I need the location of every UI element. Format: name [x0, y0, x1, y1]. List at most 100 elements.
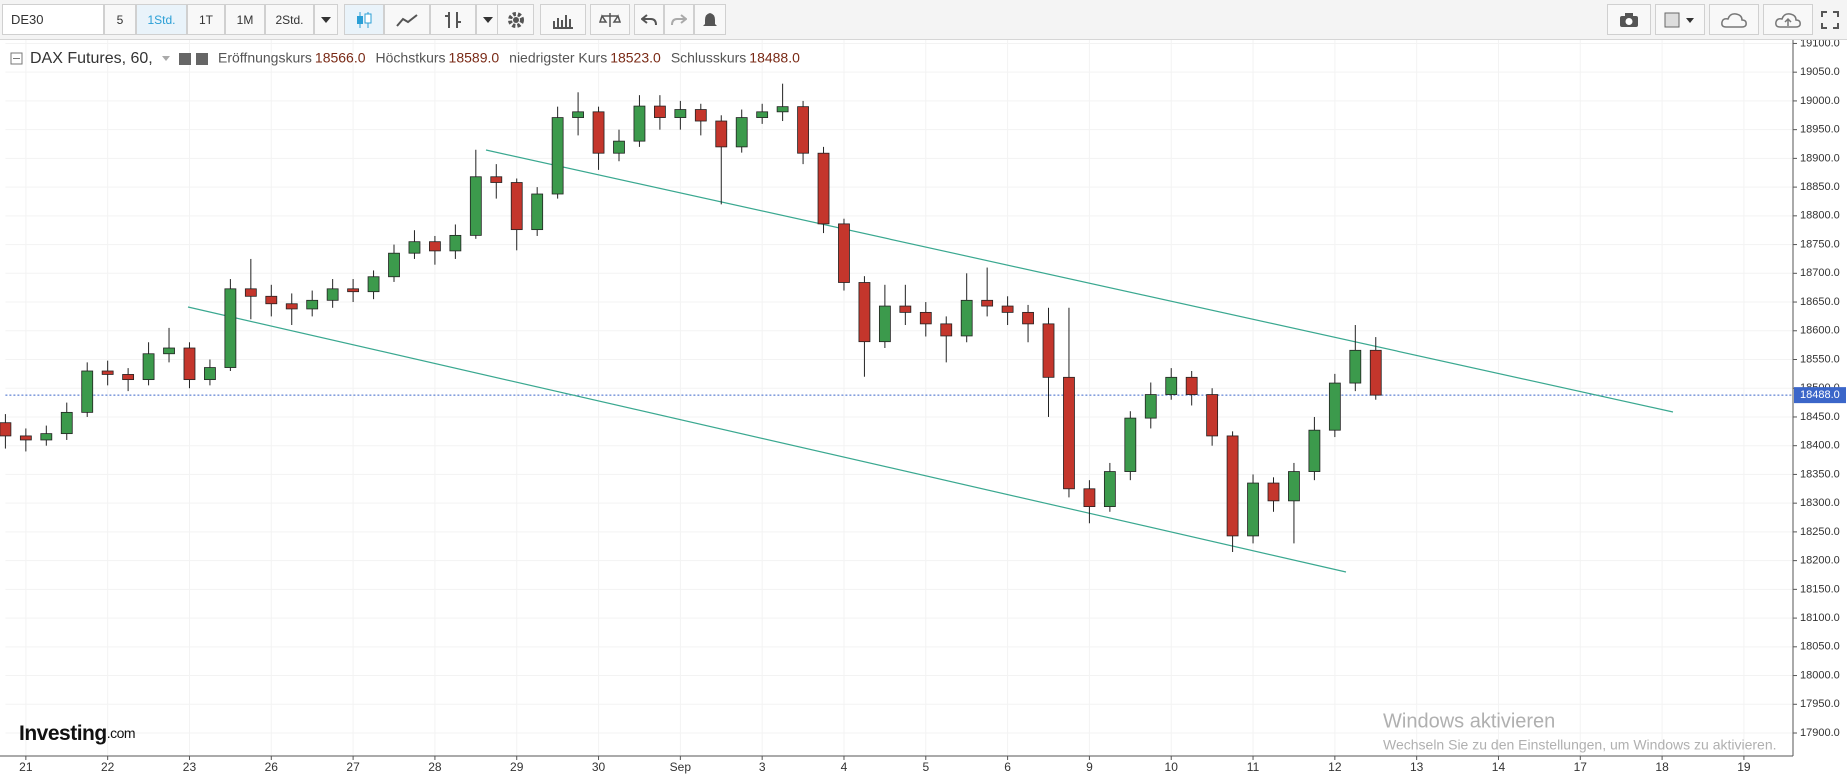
- x-tick-label: 22: [101, 760, 115, 774]
- x-tick-label: 4: [841, 760, 848, 774]
- candle-icon: [357, 11, 372, 28]
- candle-body: [40, 433, 53, 441]
- eye-icon[interactable]: [179, 53, 191, 65]
- interval-button[interactable]: 5: [104, 4, 136, 35]
- grid: [5, 40, 1793, 756]
- candle-body: [60, 411, 73, 435]
- x-tick-label: 5: [922, 760, 929, 774]
- candle-body: [367, 276, 380, 293]
- legend-field-label: Höchstkurs: [376, 50, 446, 66]
- x-tick-label: 17: [1574, 760, 1588, 774]
- chart: DAX Futures, 60, Eröffnungskurs 18566.0 Hö…: [0, 40, 1847, 776]
- screenshot-button[interactable]: [1607, 4, 1651, 35]
- x-tick-label: 3: [759, 760, 766, 774]
- candle-body: [285, 303, 298, 310]
- caret-icon: [483, 16, 493, 23]
- y-tick-label: 18100.0: [1800, 612, 1840, 624]
- alert-button[interactable]: [694, 4, 726, 35]
- candle-body: [101, 370, 114, 375]
- brand-name: Investing: [19, 722, 107, 745]
- candle-body: [490, 176, 503, 183]
- y-tick-label: 18600.0: [1800, 325, 1840, 337]
- line-type-button[interactable]: [384, 4, 430, 35]
- y-tick-label: 17950.0: [1800, 698, 1840, 710]
- windows-notice-text: Wechseln Sie zu den Einstellungen, um Wi…: [1383, 737, 1777, 753]
- candle-body: [449, 234, 462, 252]
- candle-body: [694, 109, 707, 122]
- x-tick-label: 10: [1165, 760, 1179, 774]
- studies-button[interactable]: [540, 4, 586, 35]
- trend-line: [485, 149, 1674, 413]
- indicator-icon: [445, 11, 461, 28]
- instrument-caret[interactable]: [162, 56, 170, 61]
- layout-button[interactable]: [1655, 4, 1705, 35]
- redo-button[interactable]: [664, 4, 694, 35]
- candle-body: [224, 288, 237, 368]
- candle-body: [572, 111, 584, 118]
- candle-body: [429, 241, 441, 252]
- cloud-upload-button[interactable]: [1763, 4, 1813, 35]
- candle-body: [1369, 349, 1382, 396]
- settings-icon[interactable]: [196, 53, 208, 65]
- x-tick-label: 26: [265, 760, 279, 774]
- candle-body: [551, 117, 564, 195]
- interval-button[interactable]: 1T: [187, 4, 225, 35]
- x-tick-label: 30: [592, 760, 606, 774]
- y-tick-label: 18150.0: [1800, 583, 1840, 595]
- candle-body: [1042, 323, 1055, 378]
- y-tick-label: 18000.0: [1800, 669, 1840, 681]
- compare-button[interactable]: [590, 4, 630, 35]
- brand-suffix: .com: [107, 725, 135, 741]
- candle-body: [388, 252, 400, 278]
- candle-body: [1083, 488, 1096, 508]
- x-tick-label: Sep: [670, 760, 692, 774]
- undo-button[interactable]: [634, 4, 664, 35]
- legend-field-value: 18523.0: [610, 50, 661, 66]
- camera-icon: [1620, 12, 1638, 27]
- candle-body: [1247, 482, 1259, 537]
- cloud-download-button[interactable]: [1709, 4, 1759, 35]
- indicator-button[interactable]: [430, 4, 476, 35]
- candle-body: [326, 288, 339, 301]
- y-tick-label: 18250.0: [1800, 526, 1840, 538]
- candle-body: [981, 299, 994, 307]
- candle-body: [1328, 382, 1341, 431]
- legend-field-value: 18566.0: [315, 50, 366, 66]
- candle-body: [899, 305, 912, 313]
- candle-body: [1267, 482, 1280, 502]
- candle-body: [408, 241, 421, 254]
- fullscreen-icon: [1821, 10, 1839, 29]
- y-tick-label: 18950.0: [1800, 124, 1840, 136]
- candle-body: [0, 422, 12, 437]
- candle-type-button[interactable]: [344, 4, 384, 35]
- y-tick-label: 18750.0: [1800, 238, 1840, 250]
- candle-body: [347, 288, 360, 293]
- interval-button[interactable]: 1M: [225, 4, 265, 35]
- y-tick-label: 18350.0: [1800, 468, 1840, 480]
- dropdown-button[interactable]: [314, 4, 338, 35]
- interval-button[interactable]: 1Std.: [136, 4, 187, 35]
- x-tick-label: 13: [1410, 760, 1424, 774]
- candle-body: [163, 347, 175, 355]
- symbol-input[interactable]: DE30: [2, 4, 104, 35]
- fullscreen-button[interactable]: [1815, 4, 1845, 35]
- bell-icon: [703, 12, 717, 27]
- cloud-icon: [1721, 12, 1747, 28]
- candle-body: [1226, 435, 1239, 537]
- y-tick-label: 18550.0: [1800, 353, 1840, 365]
- candle-body: [919, 311, 932, 325]
- last-price-label: 18488.0: [1800, 389, 1840, 401]
- interval-button[interactable]: 2Std.: [265, 4, 314, 35]
- x-tick-label: 6: [1004, 760, 1011, 774]
- candle-body: [592, 111, 605, 154]
- candle-body: [878, 305, 891, 343]
- y-tick-label: 18700.0: [1800, 267, 1840, 279]
- caret-icon: [321, 16, 331, 23]
- candle-body: [715, 120, 728, 148]
- x-tick-label: 21: [19, 760, 33, 774]
- candle-body: [674, 109, 687, 118]
- settings-button[interactable]: [497, 4, 534, 35]
- candle-body: [81, 370, 94, 413]
- candle-body: [1144, 394, 1157, 419]
